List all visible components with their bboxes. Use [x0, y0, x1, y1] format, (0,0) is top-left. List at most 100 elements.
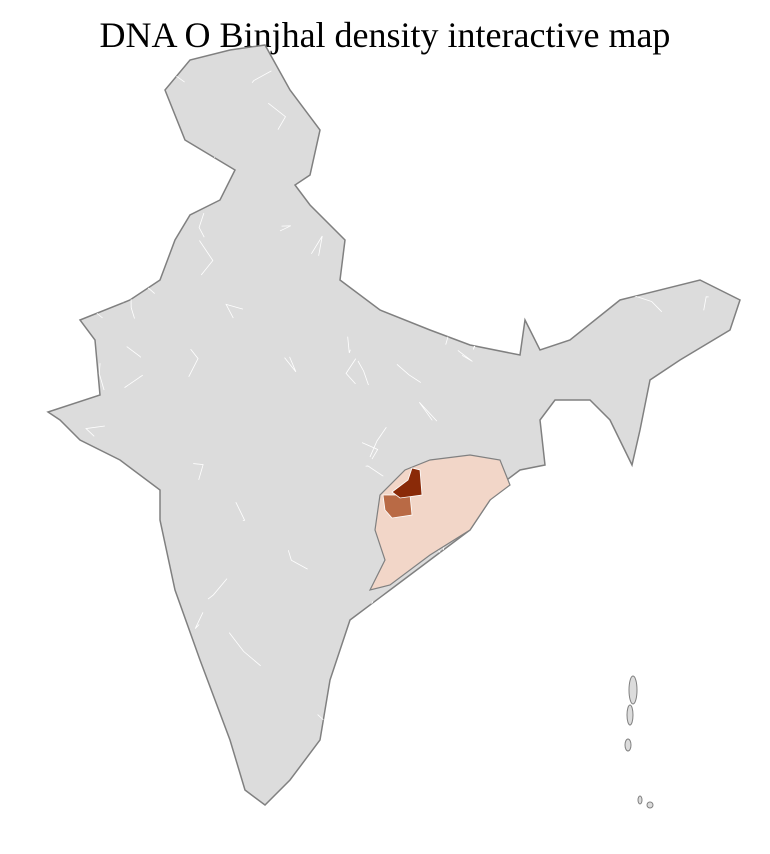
- district-border: [562, 750, 569, 768]
- district-border: [87, 700, 112, 715]
- district-border: [235, 501, 246, 522]
- district-border: [225, 303, 244, 319]
- district-border: [124, 374, 143, 388]
- district-border: [347, 336, 351, 354]
- district-border: [48, 188, 54, 210]
- district-border: [96, 64, 113, 81]
- district-border: [37, 625, 45, 652]
- district-border: [369, 427, 387, 458]
- district-border: [526, 292, 548, 296]
- district-border: [396, 364, 422, 383]
- district-border: [432, 274, 460, 295]
- district-border: [213, 156, 216, 170]
- district-border: [155, 654, 163, 665]
- district-border: [584, 151, 601, 179]
- district-border: [251, 70, 272, 83]
- district-border: [545, 89, 571, 101]
- district-border: [279, 225, 291, 232]
- district-border: [558, 576, 587, 587]
- district-border: [515, 581, 534, 600]
- district-border: [120, 286, 125, 304]
- district-border: [633, 295, 663, 313]
- district-border: [128, 575, 145, 604]
- district-border: [655, 770, 669, 789]
- district-border: [706, 146, 723, 186]
- district-border: [128, 650, 141, 671]
- district-border: [126, 346, 142, 358]
- district-border: [284, 356, 297, 373]
- district-border: [590, 745, 599, 779]
- district-border: [472, 763, 491, 774]
- district-border: [473, 547, 487, 575]
- district-border: [111, 749, 128, 775]
- district-border: [198, 213, 205, 238]
- district-border: [515, 529, 543, 546]
- district-border: [357, 360, 369, 386]
- district-border: [494, 159, 514, 180]
- district-border: [268, 102, 286, 130]
- district-border: [720, 80, 735, 114]
- district-border: [74, 330, 82, 351]
- district-border: [347, 711, 364, 724]
- district-border: [649, 437, 677, 455]
- district-border: [566, 424, 577, 429]
- district-border: [359, 766, 379, 798]
- district-border: [648, 236, 668, 252]
- district-border: [697, 45, 712, 64]
- district-border: [614, 181, 631, 186]
- district-border: [79, 245, 82, 265]
- district-border: [188, 348, 199, 378]
- district-border: [438, 203, 443, 221]
- district-high-density[interactable]: [391, 467, 423, 499]
- district-border: [82, 497, 107, 503]
- district-border: [671, 138, 691, 162]
- district-border: [66, 93, 99, 103]
- district-border: [109, 634, 140, 643]
- district-border: [482, 569, 518, 588]
- district-border: [680, 436, 712, 444]
- district-border: [457, 350, 473, 362]
- district-border: [585, 298, 599, 317]
- district-border: [37, 784, 47, 802]
- district-border: [48, 211, 59, 232]
- district-border: [365, 465, 384, 477]
- district-border: [85, 425, 105, 437]
- district-border: [419, 402, 438, 422]
- district-border: [555, 421, 575, 441]
- district-border: [565, 208, 573, 230]
- district-border: [477, 705, 503, 725]
- district-border: [359, 82, 386, 90]
- district-border: [287, 550, 308, 570]
- district-border: [121, 601, 139, 622]
- district-border: [207, 578, 228, 600]
- district-border: [592, 614, 614, 635]
- district-border: [133, 54, 151, 76]
- district-border: [38, 384, 43, 420]
- district-border: [350, 221, 366, 227]
- map-title: DNA O Binjhal density interactive map: [99, 15, 671, 55]
- district-border: [523, 148, 551, 153]
- district-border: [94, 163, 100, 175]
- district-border: [569, 587, 594, 601]
- district-border: [499, 83, 508, 109]
- district-border: [703, 296, 709, 311]
- district-border: [228, 632, 261, 667]
- district-border: [368, 271, 388, 283]
- district-border: [89, 714, 99, 726]
- district-border: [124, 732, 148, 741]
- district-border: [661, 99, 671, 130]
- district-border: [311, 235, 323, 256]
- district-border: [555, 532, 580, 568]
- district-border: [445, 297, 462, 312]
- district-border: [99, 605, 109, 643]
- district-border: [402, 300, 424, 313]
- district-border: [580, 261, 598, 280]
- district-border: [48, 487, 60, 514]
- district-border: [348, 104, 374, 110]
- district-border: [194, 612, 204, 629]
- district-border: [98, 363, 105, 391]
- district-border: [98, 281, 118, 305]
- district-border: [399, 717, 419, 738]
- district-border: [472, 226, 477, 244]
